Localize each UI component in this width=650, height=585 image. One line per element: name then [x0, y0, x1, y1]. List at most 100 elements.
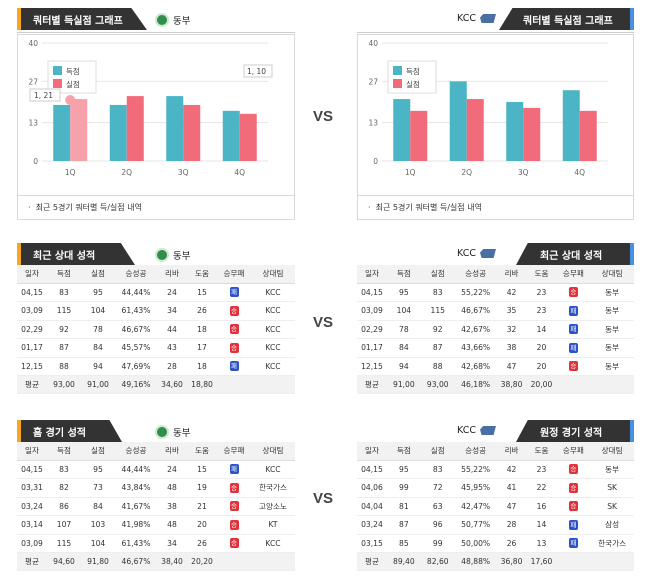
- team-right-name: KCC: [457, 425, 476, 436]
- legend-swatch-allow: [393, 79, 402, 88]
- table-cell: 72: [420, 478, 455, 498]
- table-cell: 43,66%: [454, 338, 497, 358]
- table-cell: 81: [386, 497, 421, 516]
- table-row: 03,15 85 99 50,00% 26 13 패 한국가스: [357, 534, 634, 553]
- team-right-name: KCC: [457, 248, 476, 259]
- table-cell: 03,24: [17, 497, 47, 516]
- table-cell: 87: [386, 515, 421, 535]
- table-row: 04,15 83 95 44,44% 24 15 패 KCC: [17, 283, 295, 302]
- table-cell: 17: [187, 338, 217, 358]
- team-right-label: KCC: [457, 248, 496, 259]
- table-cell: 44: [157, 320, 187, 339]
- table-cell: 43,84%: [115, 478, 157, 498]
- table-cell: 한국가스: [590, 534, 634, 553]
- home-left-panel: 홈 경기 성적 동부 일자 득점 실점 승성공 리바 도움 승무패 상대팀 04,15 83 95 4…: [17, 420, 295, 575]
- column-header: 실점: [81, 442, 115, 461]
- y-tick-label: 40: [28, 39, 38, 48]
- table-cell: 73: [81, 478, 115, 498]
- team-right-label: KCC: [457, 13, 496, 24]
- column-header: 도움: [187, 265, 217, 284]
- table-row: 03,24 87 96 50,77% 28 14 패 삼성: [357, 515, 634, 535]
- table-cell: 83: [420, 283, 455, 302]
- table-cell: KCC: [251, 320, 295, 339]
- table-cell: 삼성: [590, 515, 634, 535]
- table-cell: 63: [420, 497, 455, 516]
- table-cell: 94: [386, 357, 421, 376]
- table-row: 04,15 95 83 55,22% 42 23 승 동부: [357, 460, 634, 479]
- average-cell: 46,67%: [115, 552, 157, 571]
- table-cell: 동부: [590, 357, 634, 376]
- column-header: 승성공: [115, 442, 157, 461]
- table-cell: 동부: [590, 320, 634, 339]
- table-cell: 14: [526, 515, 557, 535]
- team-left-label: 동부: [155, 425, 190, 439]
- table-cell: KCC: [251, 301, 295, 321]
- table-cell: 92: [420, 320, 455, 339]
- table-row: 03,14 107 103 41,98% 48 20 승 KT: [17, 515, 295, 535]
- table-cell: 20: [526, 357, 557, 376]
- table-cell: 14: [526, 320, 557, 339]
- column-header: 실점: [420, 442, 455, 461]
- table-cell: 38: [157, 497, 187, 516]
- x-tick-label: 3Q: [518, 168, 529, 177]
- column-header: 득점: [47, 265, 81, 284]
- table-cell: 47: [496, 357, 527, 376]
- table-cell: 28: [496, 515, 527, 535]
- column-header: 도움: [187, 442, 217, 461]
- table-cell: 88: [420, 357, 455, 376]
- recent-right-table: 일자 득점 실점 승성공 리바 도움 승무패 상대팀 04,15 95 83 55,22% 42 23 승 동…: [357, 265, 634, 394]
- bar-score: [222, 110, 240, 161]
- result-badge: 승: [568, 287, 578, 298]
- column-header: 승무패: [217, 442, 251, 461]
- recent-left-header: 최근 상대 성적: [17, 243, 135, 265]
- column-header: 상대팀: [590, 442, 634, 461]
- table-cell: 03,09: [357, 301, 387, 321]
- column-header: 도움: [526, 442, 557, 461]
- bar-score: [562, 90, 580, 161]
- table-cell: 92: [47, 320, 81, 339]
- legend-label-allow: 실점: [66, 79, 80, 89]
- x-tick-label: 4Q: [574, 168, 585, 177]
- average-row: 평균 89,40 82,60 48,88% 36,80 17,60: [357, 552, 634, 571]
- table-cell: 42,68%: [454, 357, 497, 376]
- table-cell: 84: [386, 338, 421, 358]
- average-row: 평균 93,00 91,00 49,16% 34,60 18,80: [17, 375, 295, 394]
- table-cell: 23: [526, 301, 557, 321]
- table-cell: 48: [157, 478, 187, 498]
- result-badge: 승: [229, 342, 239, 353]
- y-tick-label: 40: [368, 39, 378, 48]
- table-cell: 115: [47, 301, 81, 321]
- table-cell: 동부: [590, 301, 634, 321]
- legend-swatch-score: [53, 66, 62, 75]
- kcc-logo-icon: [479, 426, 496, 435]
- table-cell: 115: [420, 301, 455, 321]
- team-left-label: 동부: [155, 13, 190, 27]
- recent-right-header: 최근 상대 성적: [516, 243, 634, 265]
- table-row: 12,15 94 88 42,68% 47 20 승 동부: [357, 357, 634, 376]
- recent-right-title: 최근 상대 성적: [540, 250, 603, 262]
- table-cell: 50,00%: [454, 534, 497, 553]
- table-row: 02,29 78 92 42,67% 32 14 패 동부: [357, 320, 634, 339]
- dongbu-logo-icon: [155, 248, 169, 262]
- divider: [17, 32, 295, 33]
- table-cell: 95: [81, 460, 115, 479]
- table-cell: 82: [47, 478, 81, 498]
- table-cell: 78: [386, 320, 421, 339]
- average-cell: [251, 375, 295, 394]
- column-header: 일자: [17, 265, 47, 284]
- table-cell: 61,43%: [115, 301, 157, 321]
- table-cell: 18: [187, 320, 217, 339]
- table-cell: 28: [157, 357, 187, 376]
- table-cell: 35: [496, 301, 527, 321]
- table-cell: 95: [386, 460, 421, 479]
- average-row: 평균 91,00 93,00 46,18% 38,80 20,00: [357, 375, 634, 394]
- table-cell: 20: [526, 338, 557, 358]
- table-cell: 03,09: [17, 534, 47, 553]
- average-cell: 17,60: [526, 552, 557, 571]
- quarter-right-title: 쿼터별 득실점 그래프: [523, 15, 613, 27]
- table-row: 03,09 104 115 46,67% 35 23 패 동부: [357, 301, 634, 321]
- tooltip-box: [243, 64, 273, 78]
- column-header: 승무패: [556, 265, 591, 284]
- average-cell: 평균: [17, 375, 47, 394]
- tooltip-text: 1, 21: [34, 91, 53, 100]
